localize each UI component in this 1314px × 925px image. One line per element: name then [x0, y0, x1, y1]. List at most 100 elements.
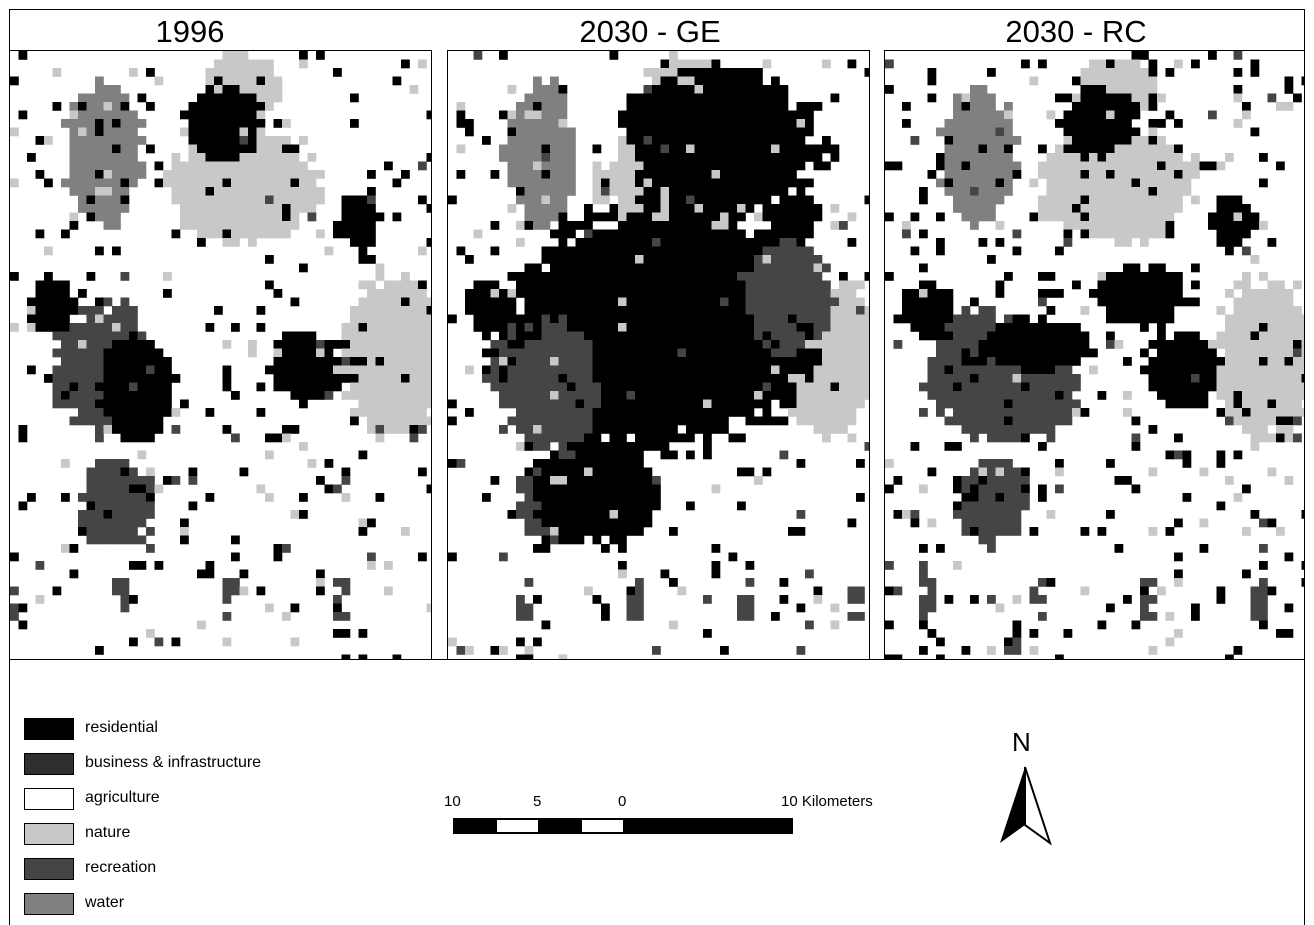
- raster-cell: [558, 178, 568, 188]
- raster-cell: [507, 340, 517, 349]
- raster-cell: [273, 221, 283, 230]
- raster-cell: [86, 510, 96, 519]
- raster-cell: [533, 501, 542, 511]
- raster-cell: [771, 102, 780, 111]
- raster-cell: [1284, 306, 1294, 315]
- raster-cell: [822, 136, 831, 145]
- raster-cell: [163, 374, 172, 383]
- raster-cell: [239, 229, 249, 239]
- raster-cell: [1284, 603, 1294, 613]
- raster-cell: [86, 136, 96, 145]
- raster-cell: [120, 127, 130, 137]
- raster-cell: [524, 399, 534, 409]
- raster-cell: [592, 255, 602, 264]
- raster-cell: [779, 314, 789, 324]
- raster-cell: [567, 297, 576, 307]
- raster-cell: [516, 187, 525, 196]
- land-use-raster-1996: [10, 51, 431, 659]
- raster-cell: [618, 195, 627, 205]
- raster-cell: [961, 518, 971, 528]
- raster-cell: [1182, 297, 1192, 307]
- raster-cell: [864, 314, 869, 324]
- raster-cell: [1165, 289, 1175, 298]
- raster-cell: [499, 425, 508, 434]
- raster-cell: [137, 161, 147, 171]
- raster-cell: [112, 382, 121, 392]
- raster-cell: [762, 297, 772, 307]
- raster-cell: [1012, 382, 1022, 392]
- raster-cell: [737, 501, 746, 511]
- raster-cell: [703, 442, 712, 451]
- raster-cell: [333, 595, 342, 604]
- raster-cell: [1004, 391, 1013, 400]
- raster-cell: [978, 408, 988, 417]
- raster-cell: [367, 399, 376, 409]
- raster-cell: [694, 127, 704, 137]
- raster-cell: [282, 144, 291, 154]
- raster-cell: [1106, 93, 1115, 103]
- raster-cell: [1004, 527, 1013, 536]
- raster-cell: [944, 382, 954, 392]
- raster-cell: [524, 518, 534, 528]
- raster-cell: [1123, 136, 1132, 145]
- raster-cell: [1004, 476, 1013, 485]
- raster-cell: [1148, 102, 1158, 111]
- raster-cell: [902, 510, 911, 519]
- raster-cell: [728, 170, 738, 179]
- raster-cell: [1063, 391, 1073, 400]
- raster-cell: [1165, 280, 1175, 290]
- raster-cell: [375, 314, 385, 324]
- raster-cell: [635, 442, 644, 451]
- raster-cell: [418, 246, 427, 256]
- raster-cell: [524, 119, 534, 128]
- raster-cell: [961, 212, 971, 222]
- raster-cell: [541, 391, 551, 400]
- raster-cell: [367, 280, 376, 290]
- raster-cell: [524, 493, 534, 502]
- raster-cell: [953, 416, 962, 426]
- raster-cell: [524, 204, 534, 213]
- raster-cell: [737, 348, 746, 358]
- raster-cell: [1148, 340, 1158, 349]
- raster-cell: [392, 416, 402, 426]
- raster-cell: [299, 399, 308, 409]
- raster-cell: [711, 255, 721, 264]
- raster-cell: [231, 586, 240, 596]
- raster-cell: [533, 178, 542, 188]
- raster-cell: [1072, 340, 1081, 349]
- raster-cell: [788, 280, 797, 290]
- raster-cell: [1131, 110, 1141, 120]
- raster-cell: [1182, 399, 1192, 409]
- raster-cell: [222, 68, 232, 77]
- raster-cell: [265, 493, 274, 502]
- raster-cell: [197, 212, 206, 222]
- raster-cell: [864, 272, 869, 281]
- raster-cell: [626, 314, 636, 324]
- raster-cell: [1267, 408, 1277, 417]
- raster-cell: [44, 136, 53, 145]
- raster-cell: [618, 544, 627, 553]
- raster-cell: [728, 306, 738, 315]
- raster-cell: [1250, 306, 1260, 315]
- raster-cell: [409, 306, 419, 315]
- raster-cell: [919, 331, 928, 341]
- raster-cell: [987, 510, 996, 519]
- raster-cell: [762, 144, 772, 154]
- raster-cell: [567, 246, 576, 256]
- raster-cell: [1004, 433, 1013, 443]
- raster-cell: [137, 484, 147, 494]
- raster-cell: [10, 178, 19, 188]
- raster-cell: [618, 161, 627, 171]
- raster-cell: [1225, 365, 1234, 375]
- raster-cell: [465, 646, 474, 655]
- raster-cell: [995, 238, 1005, 247]
- raster-cell: [754, 68, 763, 77]
- raster-cell: [171, 408, 181, 417]
- raster-cell: [541, 119, 551, 128]
- raster-cell: [703, 382, 712, 392]
- raster-cell: [677, 289, 687, 298]
- raster-cell: [694, 331, 704, 341]
- raster-cell: [120, 297, 130, 307]
- raster-cell: [392, 323, 402, 332]
- raster-cell: [754, 119, 763, 128]
